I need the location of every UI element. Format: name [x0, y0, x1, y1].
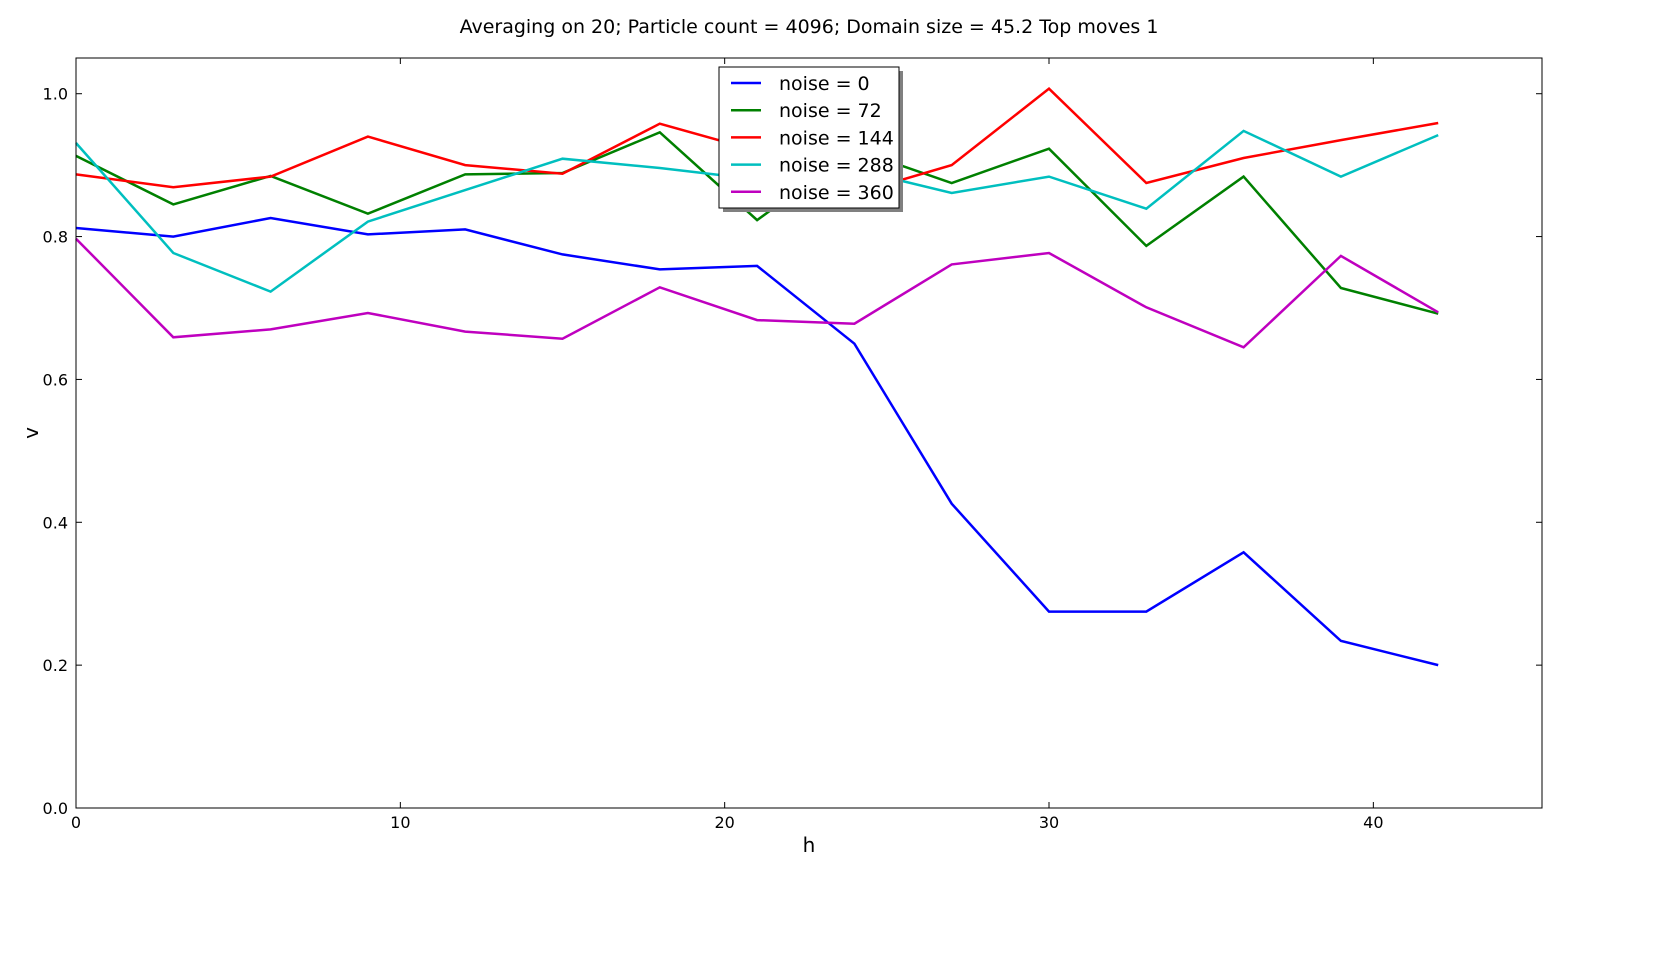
- x-tick-label: 0: [71, 813, 81, 832]
- x-tick-label: 40: [1363, 813, 1383, 832]
- legend-label: noise = 360: [779, 182, 894, 204]
- y-tick-label: 0.0: [43, 799, 68, 818]
- y-axis-label: v: [19, 427, 43, 439]
- x-tick-label: 20: [714, 813, 734, 832]
- series-line-1: [75, 130, 1439, 315]
- legend-label: noise = 288: [779, 155, 894, 177]
- x-axis-label: h: [803, 833, 816, 857]
- series-line-4: [75, 237, 1439, 349]
- series-line-0: [75, 216, 1439, 667]
- y-tick-label: 1.0: [43, 85, 68, 104]
- legend-label: noise = 72: [779, 100, 882, 122]
- x-tick-label: 10: [390, 813, 410, 832]
- y-tick-label: 0.8: [43, 228, 68, 247]
- legend-label: noise = 0: [779, 73, 870, 95]
- plot-frame: [75, 57, 1543, 809]
- legend-label: noise = 144: [779, 127, 894, 149]
- axis-ticks: 0 10 20 30 40 0.0 0.2 0.4 0.6 0.8 1.0: [43, 58, 1542, 832]
- x-tick-label: 30: [1039, 813, 1059, 832]
- y-tick-label: 0.6: [43, 370, 68, 389]
- chart-title: Averaging on 20; Particle count = 4096; …: [460, 16, 1159, 38]
- legend: noise = 0 noise = 72 noise = 144 noise = 28…: [718, 66, 903, 212]
- y-tick-label: 0.2: [43, 656, 68, 675]
- y-tick-label: 0.4: [43, 513, 68, 532]
